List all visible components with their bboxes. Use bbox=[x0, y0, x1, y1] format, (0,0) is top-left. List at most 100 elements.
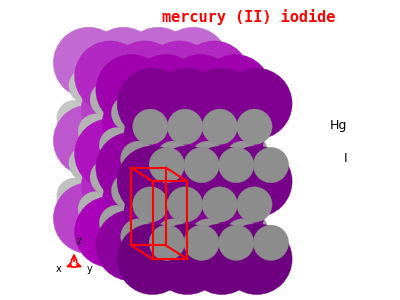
Text: Hg: Hg bbox=[330, 119, 347, 133]
Circle shape bbox=[176, 198, 212, 233]
Circle shape bbox=[111, 95, 147, 131]
Circle shape bbox=[88, 105, 159, 176]
Circle shape bbox=[130, 55, 202, 125]
Circle shape bbox=[181, 95, 216, 131]
Circle shape bbox=[129, 152, 165, 188]
Circle shape bbox=[165, 132, 236, 203]
Circle shape bbox=[167, 187, 203, 222]
Circle shape bbox=[111, 173, 147, 208]
Circle shape bbox=[117, 68, 188, 139]
Circle shape bbox=[155, 219, 191, 254]
Circle shape bbox=[190, 219, 226, 254]
Circle shape bbox=[241, 179, 277, 215]
Circle shape bbox=[164, 74, 200, 110]
Circle shape bbox=[138, 68, 174, 104]
Circle shape bbox=[148, 191, 183, 227]
Circle shape bbox=[128, 212, 163, 247]
Circle shape bbox=[146, 173, 182, 208]
Circle shape bbox=[116, 166, 151, 201]
Circle shape bbox=[216, 95, 251, 131]
Circle shape bbox=[133, 187, 168, 222]
Circle shape bbox=[73, 61, 109, 96]
Circle shape bbox=[169, 128, 204, 163]
Circle shape bbox=[218, 225, 254, 260]
Circle shape bbox=[137, 102, 172, 137]
Circle shape bbox=[148, 114, 183, 149]
Circle shape bbox=[185, 166, 221, 201]
Circle shape bbox=[94, 74, 130, 110]
Circle shape bbox=[102, 87, 174, 158]
Circle shape bbox=[177, 139, 213, 174]
Circle shape bbox=[106, 120, 142, 155]
Circle shape bbox=[158, 100, 230, 171]
Circle shape bbox=[221, 224, 292, 295]
Circle shape bbox=[81, 151, 152, 222]
Circle shape bbox=[126, 100, 162, 136]
Circle shape bbox=[129, 74, 165, 110]
Circle shape bbox=[92, 100, 127, 136]
Circle shape bbox=[150, 88, 186, 124]
Circle shape bbox=[96, 55, 167, 125]
Circle shape bbox=[172, 87, 243, 158]
Circle shape bbox=[165, 210, 236, 281]
Circle shape bbox=[109, 196, 180, 267]
Circle shape bbox=[179, 41, 250, 112]
Text: mercury (II) iodide: mercury (II) iodide bbox=[162, 9, 335, 25]
Circle shape bbox=[225, 219, 260, 254]
Circle shape bbox=[221, 146, 292, 217]
Circle shape bbox=[121, 141, 156, 176]
Circle shape bbox=[78, 114, 114, 149]
Circle shape bbox=[137, 164, 208, 235]
Circle shape bbox=[182, 114, 218, 149]
Circle shape bbox=[200, 210, 271, 281]
Circle shape bbox=[193, 178, 264, 249]
Circle shape bbox=[253, 225, 289, 260]
Circle shape bbox=[211, 198, 246, 233]
Circle shape bbox=[152, 146, 223, 217]
Circle shape bbox=[137, 179, 172, 215]
Circle shape bbox=[218, 147, 254, 183]
Text: x: x bbox=[56, 264, 62, 274]
Circle shape bbox=[155, 184, 190, 220]
Circle shape bbox=[90, 82, 126, 117]
Circle shape bbox=[57, 100, 92, 136]
Circle shape bbox=[204, 128, 239, 163]
Circle shape bbox=[149, 225, 184, 260]
Circle shape bbox=[202, 109, 238, 145]
Circle shape bbox=[117, 146, 188, 217]
Circle shape bbox=[189, 106, 225, 142]
Circle shape bbox=[225, 141, 260, 176]
Circle shape bbox=[193, 100, 264, 171]
Circle shape bbox=[126, 178, 162, 213]
Circle shape bbox=[160, 82, 195, 117]
Circle shape bbox=[179, 118, 250, 190]
Circle shape bbox=[85, 106, 121, 142]
Circle shape bbox=[116, 88, 151, 124]
Circle shape bbox=[167, 109, 203, 145]
Circle shape bbox=[186, 68, 258, 139]
Circle shape bbox=[197, 134, 233, 169]
Text: y: y bbox=[86, 264, 92, 274]
Circle shape bbox=[125, 82, 160, 117]
Circle shape bbox=[108, 139, 144, 174]
Circle shape bbox=[155, 141, 191, 176]
Circle shape bbox=[241, 102, 277, 137]
Circle shape bbox=[237, 109, 272, 145]
Circle shape bbox=[113, 191, 148, 227]
Circle shape bbox=[143, 139, 178, 174]
Circle shape bbox=[190, 141, 226, 176]
Circle shape bbox=[138, 146, 174, 181]
Circle shape bbox=[134, 205, 170, 241]
Circle shape bbox=[109, 41, 180, 112]
Circle shape bbox=[116, 151, 187, 222]
Circle shape bbox=[123, 27, 194, 98]
Circle shape bbox=[204, 205, 239, 241]
Circle shape bbox=[78, 191, 114, 227]
Circle shape bbox=[137, 87, 208, 158]
Circle shape bbox=[199, 152, 234, 188]
Circle shape bbox=[69, 68, 104, 104]
Circle shape bbox=[237, 187, 272, 222]
Circle shape bbox=[104, 146, 139, 181]
Circle shape bbox=[125, 160, 160, 195]
Circle shape bbox=[53, 183, 124, 254]
